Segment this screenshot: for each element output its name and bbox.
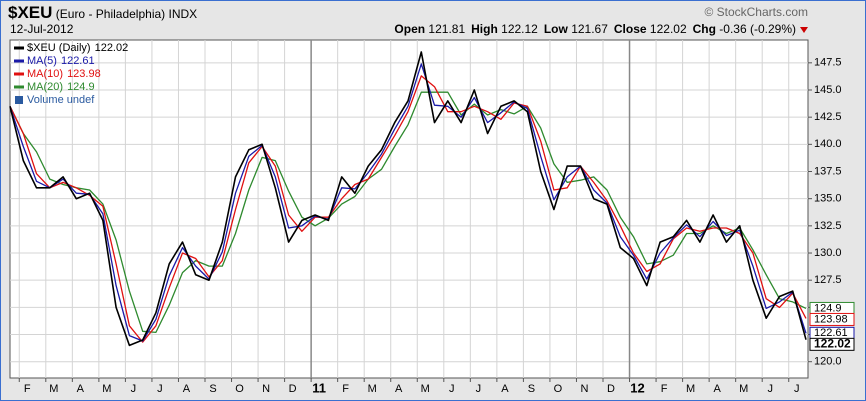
legend-value: 122.02 [95, 42, 129, 54]
legend-swatch [15, 96, 23, 104]
legend-label: $XEU (Daily) [27, 42, 91, 54]
x-tick-label: J [131, 383, 137, 395]
x-tick-label: 11 [312, 380, 326, 395]
copyright[interactable]: © StockCharts.com [704, 5, 808, 19]
legend-label: MA(10) [27, 68, 63, 80]
series-line [9, 63, 807, 342]
price-tag-label: 122.02 [814, 337, 851, 351]
x-tick-label: D [607, 383, 615, 395]
y-tick-label: 142.5 [814, 111, 842, 123]
x-tick-label: J [794, 383, 800, 395]
series-line [9, 91, 807, 334]
x-tick-label: F [661, 383, 668, 395]
price-tag-label: 123.98 [814, 313, 848, 325]
x-tick-label: J [476, 383, 482, 395]
y-tick-label: 120.0 [814, 356, 842, 368]
price-tag [809, 312, 855, 326]
price-tag-label: 122.61 [814, 327, 848, 339]
x-tick-label: M [49, 383, 58, 395]
x-tick-label: F [342, 383, 349, 395]
y-tick-label: 145.0 [814, 84, 842, 96]
legend-value: 123.98 [67, 68, 101, 80]
x-tick-label: O [235, 383, 244, 395]
legend-value: 124.9 [67, 81, 95, 93]
x-tick-label: M [739, 383, 748, 395]
x-tick-label: A [77, 383, 85, 395]
legend-label: MA(20) [27, 81, 63, 93]
x-tick-label: A [395, 383, 403, 395]
price-tag-label: 124.9 [814, 302, 842, 314]
x-tick-label: M [686, 383, 695, 395]
x-tick-label: A [501, 383, 509, 395]
x-tick-label: M [421, 383, 430, 395]
y-tick-label: 130.0 [814, 247, 842, 259]
x-tick-label: A [713, 383, 721, 395]
x-tick-label: N [580, 383, 588, 395]
quote-value: -0.36 (-0.29%) [719, 22, 796, 36]
quote-label: Open [394, 22, 426, 36]
legend-value: 122.61 [61, 55, 95, 67]
price-tag [809, 337, 855, 351]
y-tick-label: 132.5 [814, 220, 842, 232]
quote-label: Close [613, 22, 647, 36]
x-tick-label: A [183, 383, 191, 395]
title-row: $XEU (Euro - Philadelphia) INDX [8, 3, 197, 23]
exchange: INDX [168, 7, 198, 21]
x-tick-label: 12 [630, 380, 644, 395]
quote-value: 121.81 [428, 22, 466, 36]
instrument-name: (Euro - Philadelphia) [55, 7, 166, 21]
x-tick-label: J [767, 383, 773, 395]
plot-area [9, 39, 809, 379]
quote-label: High [471, 22, 498, 36]
quote-value: 122.02 [649, 22, 687, 36]
symbol: $XEU [8, 3, 53, 22]
x-tick-label: O [554, 383, 563, 395]
quote-value: 121.67 [571, 22, 608, 36]
y-tick-label: 140.0 [814, 138, 842, 150]
quote-label: Chg [692, 22, 716, 36]
series-line [9, 75, 807, 343]
quote-value: 122.12 [501, 22, 538, 36]
y-tick-label: 127.5 [814, 274, 842, 286]
x-tick-label: S [528, 383, 535, 395]
legend-label: Volume undef [27, 94, 95, 106]
x-tick-label: J [449, 383, 455, 395]
down-arrow [800, 27, 808, 33]
quote: Open 121.81 High 122.12 Low 121.67 Close 12… [388, 22, 796, 36]
date: 12-Jul-2012 [10, 22, 74, 36]
x-tick-label: F [24, 383, 31, 395]
legend-label: MA(5) [27, 55, 57, 67]
series-line [9, 51, 807, 347]
x-tick-label: J [157, 383, 163, 395]
x-tick-label: M [368, 383, 377, 395]
x-tick-label: S [209, 383, 216, 395]
x-tick-label: N [262, 383, 270, 395]
y-tick-label: 135.0 [814, 193, 842, 205]
quote-label: Low [543, 22, 568, 36]
y-tick-label: 147.5 [814, 57, 842, 69]
x-tick-label: M [102, 383, 111, 395]
x-tick-label: D [289, 383, 297, 395]
y-tick-label: 137.5 [814, 165, 842, 177]
